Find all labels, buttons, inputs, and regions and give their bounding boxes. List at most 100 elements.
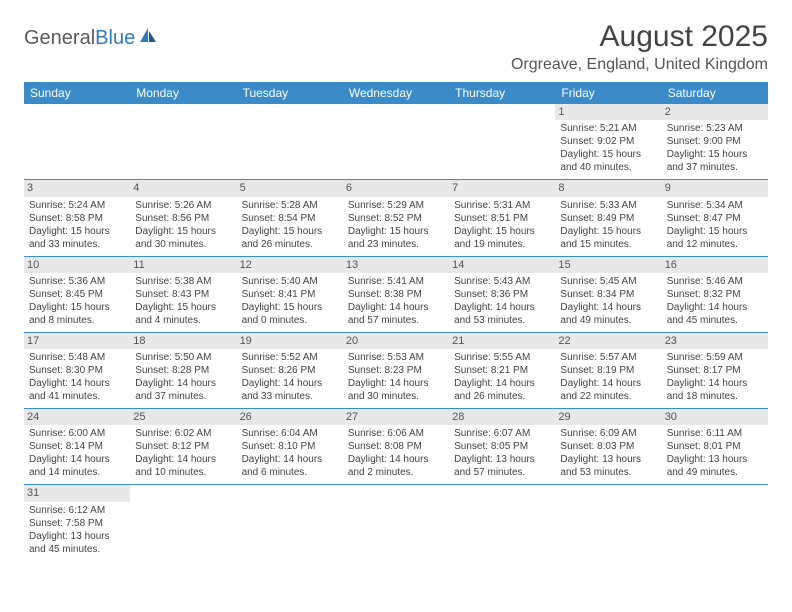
calendar-day-cell: 10Sunrise: 5:36 AMSunset: 8:45 PMDayligh… [24,256,130,332]
month-title: August 2025 [511,20,768,54]
sunset-text: Sunset: 8:14 PM [29,440,125,453]
daylight-text: Daylight: 14 hours and 30 minutes. [348,377,444,403]
calendar-day-cell: 1Sunrise: 5:21 AMSunset: 9:02 PMDaylight… [555,104,661,180]
sunset-text: Sunset: 8:19 PM [560,364,656,377]
daylight-text: Daylight: 14 hours and 18 minutes. [667,377,763,403]
calendar-day-cell: 25Sunrise: 6:02 AMSunset: 8:12 PMDayligh… [130,409,236,485]
sunset-text: Sunset: 8:10 PM [242,440,338,453]
sunrise-text: Sunrise: 6:12 AM [29,504,125,517]
calendar-table: Sunday Monday Tuesday Wednesday Thursday… [24,82,768,561]
weekday-header: Monday [130,82,236,104]
day-number: 31 [24,485,130,501]
day-number: 15 [555,257,661,273]
day-number [662,485,768,501]
day-number: 28 [449,409,555,425]
calendar-day-cell: 5 Sunrise: 5:28 AMSunset: 8:54 PMDaylight… [237,180,343,256]
daylight-text: Daylight: 14 hours and 2 minutes. [348,453,444,479]
page: GeneralBlue August 2025 Orgreave, Englan… [0,0,792,581]
day-number: 26 [237,409,343,425]
sunrise-text: Sunrise: 5:52 AM [242,351,338,364]
sunrise-text: Sunrise: 5:28 AM [242,199,338,212]
sunset-text: Sunset: 8:30 PM [29,364,125,377]
calendar-week-row: 17 Sunrise: 5:48 AMSunset: 8:30 PM Dayligh… [24,332,768,408]
sunset-text: Sunset: 8:52 PM [348,212,444,225]
sunset-text: Sunset: 8:21 PM [454,364,550,377]
weekday-header: Thursday [449,82,555,104]
calendar-day-cell: 12Sunrise: 5:40 AMSunset: 8:41 PMDayligh… [237,256,343,332]
sunrise-text: Sunrise: 6:04 AM [242,427,338,440]
weekday-header: Saturday [662,82,768,104]
sunset-text: Sunset: 8:51 PM [454,212,550,225]
day-number: 7 [449,180,555,196]
calendar-day-cell: 2Sunrise: 5:23 AMSunset: 9:00 PMDaylight… [662,104,768,180]
daylight-text: Daylight: 15 hours and 26 minutes. [242,225,338,251]
weekday-header: Tuesday [237,82,343,104]
day-number [237,104,343,120]
sunrise-text: Sunrise: 5:59 AM [667,351,763,364]
calendar-week-row: 24Sunrise: 6:00 AMSunset: 8:14 PMDayligh… [24,409,768,485]
day-number: 1 [555,104,661,120]
day-number: 22 [555,333,661,349]
logo-text-general: General [24,27,95,50]
calendar-day-cell: 31Sunrise: 6:12 AMSunset: 7:58 PMDayligh… [24,485,130,561]
day-number [237,485,343,501]
calendar-day-cell: 13Sunrise: 5:41 AMSunset: 8:38 PMDayligh… [343,256,449,332]
weekday-header-row: Sunday Monday Tuesday Wednesday Thursday… [24,82,768,104]
sunrise-text: Sunrise: 6:07 AM [454,427,550,440]
sunrise-text: Sunrise: 5:55 AM [454,351,550,364]
sunset-text: Sunset: 8:08 PM [348,440,444,453]
daylight-text: Daylight: 15 hours and 4 minutes. [135,301,231,327]
sunset-text: Sunset: 9:00 PM [667,135,763,148]
calendar-day-cell: 28Sunrise: 6:07 AMSunset: 8:05 PMDayligh… [449,409,555,485]
sunset-text: Sunset: 8:54 PM [242,212,338,225]
daylight-text: Daylight: 15 hours and 33 minutes. [29,225,125,251]
day-number: 5 [237,180,343,196]
calendar-day-cell: 8Sunrise: 5:33 AMSunset: 8:49 PMDaylight… [555,180,661,256]
header: GeneralBlue August 2025 Orgreave, Englan… [24,20,768,74]
calendar-day-cell [130,485,236,561]
calendar-day-cell: 29Sunrise: 6:09 AMSunset: 8:03 PMDayligh… [555,409,661,485]
sunrise-text: Sunrise: 5:48 AM [29,351,125,364]
day-number: 4 [130,180,236,196]
sunset-text: Sunset: 8:38 PM [348,288,444,301]
sunset-text: Sunset: 8:36 PM [454,288,550,301]
day-number: 24 [24,409,130,425]
sunrise-text: Sunrise: 5:29 AM [348,199,444,212]
day-number: 27 [343,409,449,425]
sunrise-text: Sunrise: 6:02 AM [135,427,231,440]
sunset-text: Sunset: 7:58 PM [29,517,125,530]
day-number: 8 [555,180,661,196]
title-block: August 2025 Orgreave, England, United Ki… [511,20,768,74]
daylight-text: Daylight: 13 hours and 57 minutes. [454,453,550,479]
sunset-text: Sunset: 9:02 PM [560,135,656,148]
daylight-text: Daylight: 13 hours and 49 minutes. [667,453,763,479]
day-number: 29 [555,409,661,425]
daylight-text: Daylight: 14 hours and 10 minutes. [135,453,231,479]
daylight-text: Daylight: 15 hours and 37 minutes. [667,148,763,174]
daylight-text: Daylight: 14 hours and 6 minutes. [242,453,338,479]
calendar-day-cell [343,104,449,180]
calendar-week-row: 3Sunrise: 5:24 AMSunset: 8:58 PMDaylight… [24,180,768,256]
sunset-text: Sunset: 8:45 PM [29,288,125,301]
calendar-day-cell [449,104,555,180]
sunset-text: Sunset: 8:34 PM [560,288,656,301]
weekday-header: Sunday [24,82,130,104]
calendar-day-cell: 7Sunrise: 5:31 AMSunset: 8:51 PMDaylight… [449,180,555,256]
sunset-text: Sunset: 8:17 PM [667,364,763,377]
calendar-day-cell [555,485,661,561]
day-number: 11 [130,257,236,273]
daylight-text: Daylight: 14 hours and 22 minutes. [560,377,656,403]
day-number: 12 [237,257,343,273]
sunset-text: Sunset: 8:01 PM [667,440,763,453]
calendar-week-row: 1Sunrise: 5:21 AMSunset: 9:02 PMDaylight… [24,104,768,180]
day-number: 17 [24,333,130,349]
calendar-day-cell: 20Sunrise: 5:53 AMSunset: 8:23 PMDayligh… [343,332,449,408]
sunset-text: Sunset: 8:58 PM [29,212,125,225]
calendar-day-cell: 3Sunrise: 5:24 AMSunset: 8:58 PMDaylight… [24,180,130,256]
sunset-text: Sunset: 8:28 PM [135,364,231,377]
calendar-day-cell: 9Sunrise: 5:34 AMSunset: 8:47 PMDaylight… [662,180,768,256]
calendar-week-row: 31Sunrise: 6:12 AMSunset: 7:58 PMDayligh… [24,485,768,561]
daylight-text: Daylight: 14 hours and 26 minutes. [454,377,550,403]
day-number [343,485,449,501]
daylight-text: Daylight: 15 hours and 15 minutes. [560,225,656,251]
